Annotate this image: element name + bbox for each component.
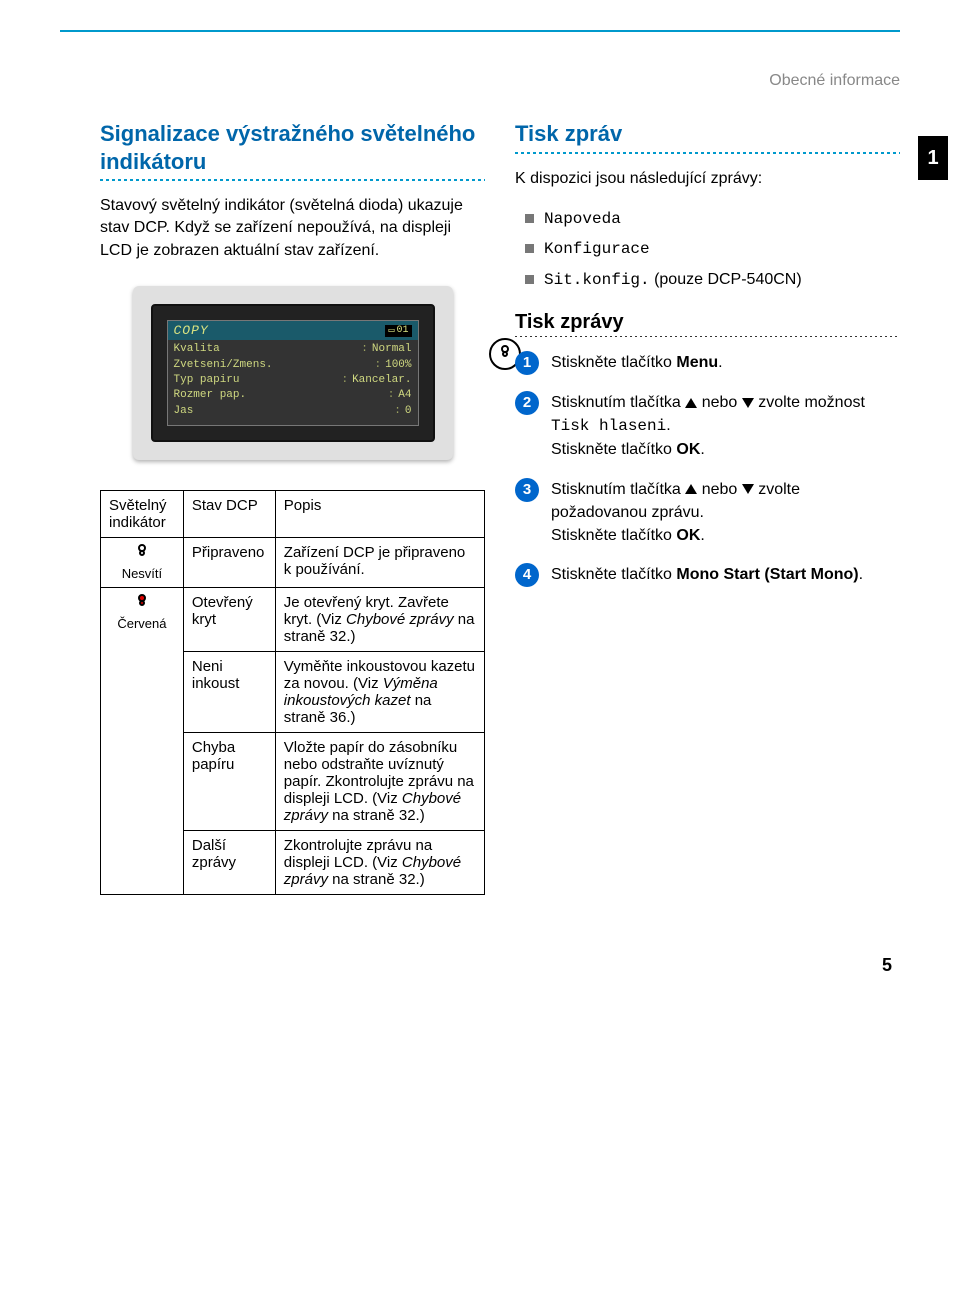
- step-badge: 4: [515, 563, 539, 587]
- header-section-label: Obecné informace: [100, 72, 900, 90]
- bullet-icon: [525, 275, 534, 284]
- lcd-row: Rozmer pap.:A4: [174, 388, 412, 403]
- cell-state: Připraveno: [183, 538, 275, 588]
- step-badge: 1: [515, 351, 539, 375]
- step-badge: 2: [515, 391, 539, 415]
- cell-desc: Zkontrolujte zprávu na displeji LCD. (Vi…: [275, 831, 484, 895]
- heading-underline: [100, 179, 485, 181]
- subheading-underline: [515, 336, 900, 337]
- led-red-icon: [137, 594, 147, 612]
- th-indicator: Světelný indikátor: [101, 491, 184, 538]
- cell-state: Otevřený kryt: [183, 588, 275, 652]
- cell-state: Neni inkoust: [183, 652, 275, 733]
- step-3: 3 Stisknutím tlačítka nebo zvolte požado…: [515, 478, 900, 548]
- led-off-icon: [137, 544, 147, 562]
- left-heading: Signalizace výstražného světelného indik…: [100, 120, 485, 175]
- left-column: Signalizace výstražného světelného indik…: [100, 120, 485, 895]
- heading-underline: [515, 152, 900, 154]
- reports-list: Napoveda Konfigurace Sit.konfig. (pouze …: [525, 204, 900, 295]
- table-row: Červená Otevřený kryt Je otevřený kryt. …: [101, 588, 485, 652]
- lcd-row: Kvalita:Normal: [174, 342, 412, 357]
- list-item: Konfigurace: [525, 234, 900, 264]
- list-item: Napoveda: [525, 204, 900, 234]
- lcd-row: Jas:0: [174, 404, 412, 419]
- step-1: 1 Stiskněte tlačítko Menu.: [515, 351, 900, 375]
- bullet-icon: [525, 214, 534, 223]
- down-arrow-icon: [742, 484, 754, 494]
- right-intro: K dispozici jsou následující zprávy:: [515, 168, 900, 190]
- up-arrow-icon: [685, 484, 697, 494]
- lcd-row: Zvetseni/Zmens.:100%: [174, 358, 412, 373]
- lcd-badge: ▭ 01: [385, 325, 411, 337]
- down-arrow-icon: [742, 398, 754, 408]
- page: Obecné informace Signalizace výstražného…: [0, 32, 960, 1016]
- cell-desc: Je otevřený kryt. Zavřete kryt. (Viz Chy…: [275, 588, 484, 652]
- right-subheading: Tisk zprávy: [515, 311, 900, 334]
- left-intro: Stavový světelný indikátor (světelná dio…: [100, 195, 485, 262]
- bullet-icon: [525, 244, 534, 253]
- list-item: Sit.konfig. (pouze DCP-540CN): [525, 265, 900, 295]
- cell-desc: Vyměňte inkoustovou kazetu za novou. (Vi…: [275, 652, 484, 733]
- right-heading: Tisk zpráv: [515, 120, 900, 148]
- step-badge: 3: [515, 478, 539, 502]
- lcd-row: Typ papiru:Kancelar.: [174, 373, 412, 388]
- led-icon: [500, 345, 510, 363]
- cell-state: Chyba papíru: [183, 733, 275, 831]
- chapter-tab: 1: [918, 136, 948, 180]
- table-row: Nesvítí Připraveno Zařízení DCP je připr…: [101, 538, 485, 588]
- led-off-label: Nesvítí: [122, 566, 162, 581]
- cell-desc: Zařízení DCP je připraveno k používání.: [275, 538, 484, 588]
- up-arrow-icon: [685, 398, 697, 408]
- th-desc: Popis: [275, 491, 484, 538]
- cell-state: Další zprávy: [183, 831, 275, 895]
- lcd-figure: COPY ▭ 01 Kvalita:NormalZvetseni/Zmens.:…: [100, 276, 485, 470]
- right-column: 1 Tisk zpráv K dispozici jsou následujíc…: [515, 120, 900, 895]
- cell-desc: Vložte papír do zásobníku nebo odstraňte…: [275, 733, 484, 831]
- step-2: 2 Stisknutím tlačítka nebo zvolte možnos…: [515, 391, 900, 462]
- th-state: Stav DCP: [183, 491, 275, 538]
- status-table: Světelný indikátor Stav DCP Popis Nesvít…: [100, 490, 485, 895]
- page-number: 5: [100, 955, 900, 976]
- lcd-title: COPY: [174, 323, 209, 338]
- step-4: 4 Stiskněte tlačítko Mono Start (Start M…: [515, 563, 900, 587]
- led-red-label: Červená: [117, 616, 166, 631]
